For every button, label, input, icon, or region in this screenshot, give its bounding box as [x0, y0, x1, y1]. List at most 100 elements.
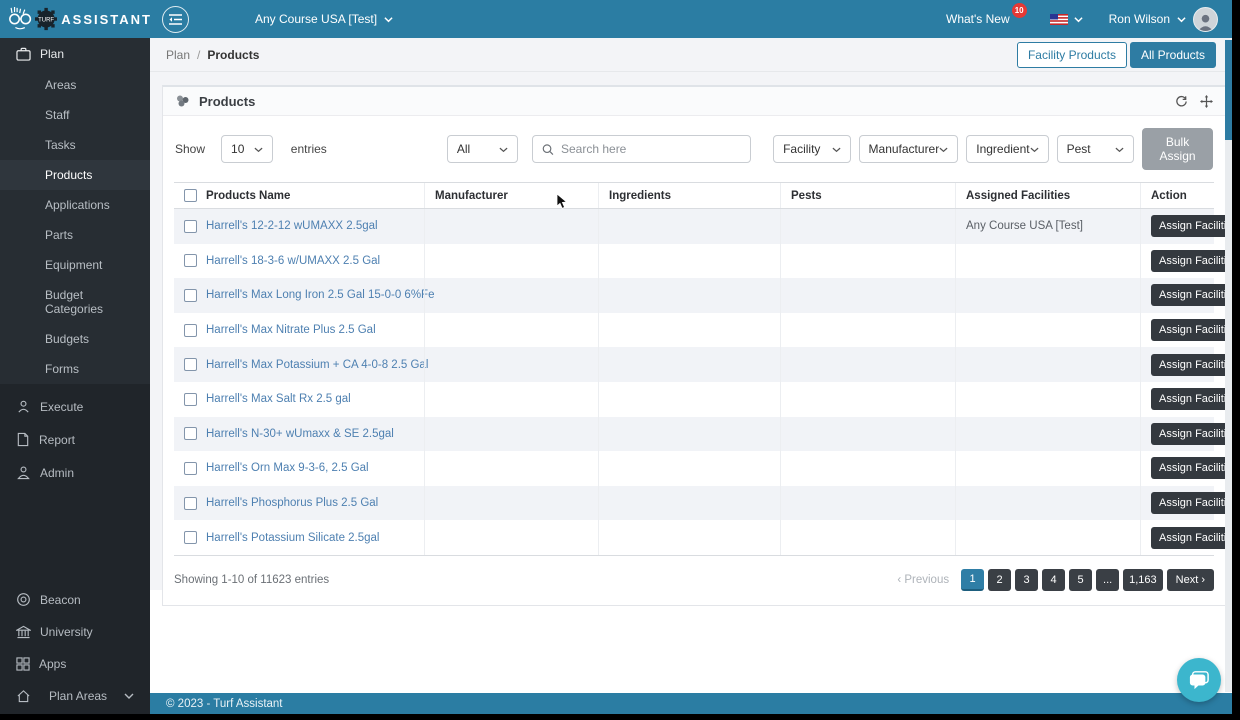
sidebar-item-execute[interactable]: Execute: [0, 390, 150, 423]
page-button[interactable]: 2: [988, 568, 1012, 591]
user-menu[interactable]: Ron Wilson: [1109, 6, 1218, 32]
pest-filter-select[interactable]: Pest: [1056, 135, 1135, 163]
product-link[interactable]: Harrell's 12-2-12 wUMAXX 2.5gal: [206, 220, 378, 233]
assign-facilities-button[interactable]: Assign Facilities: [1151, 457, 1232, 480]
sidebar-item-plan-areas[interactable]: Plan Areas: [0, 680, 150, 712]
sidebar-item-report[interactable]: Report: [0, 423, 150, 456]
chevron-down-icon: [124, 693, 134, 699]
assign-facilities-button[interactable]: Assign Facilities: [1151, 526, 1232, 549]
column-header[interactable]: Products Name: [206, 189, 291, 202]
facility-filter-select[interactable]: Facility: [773, 135, 851, 163]
sidebar-item-areas[interactable]: Areas: [45, 78, 77, 92]
row-checkbox[interactable]: [184, 323, 197, 337]
assigned-facilities-cell: [955, 485, 1140, 521]
row-checkbox[interactable]: [184, 219, 197, 233]
sidebar-item-university[interactable]: University: [0, 616, 150, 648]
page-button[interactable]: 5: [1069, 568, 1093, 591]
course-selector[interactable]: Any Course USA [Test]: [255, 12, 393, 26]
page-buttons: 1 2 3 4 5... 1,163: [961, 568, 1163, 591]
sidebar-item-products[interactable]: Products: [0, 160, 150, 190]
row-checkbox[interactable]: [184, 254, 197, 268]
sidebar-item-apps[interactable]: Apps: [0, 648, 150, 680]
product-link[interactable]: Harrell's Max Salt Rx 2.5 gal: [206, 393, 351, 406]
row-checkbox[interactable]: [184, 531, 197, 545]
all-products-button[interactable]: All Products: [1129, 41, 1216, 68]
ingredient-filter-select[interactable]: Ingredient: [966, 135, 1049, 163]
page-scrollbar[interactable]: [1225, 40, 1232, 692]
chat-widget-button[interactable]: [1177, 658, 1221, 702]
sidebar-item-forms[interactable]: Forms: [45, 362, 79, 376]
page-button[interactable]: 1,163: [1123, 568, 1163, 591]
sidebar-item-admin[interactable]: Admin: [0, 456, 150, 489]
sidebar-toggle-button[interactable]: [162, 5, 189, 33]
assign-facilities-button[interactable]: Assign Facilities: [1151, 215, 1232, 238]
sidebar-item-parts[interactable]: Parts: [45, 228, 74, 242]
assign-facilities-button[interactable]: Assign Facilities: [1151, 353, 1232, 376]
manufacturer-filter-select[interactable]: Manufacturer: [858, 135, 959, 163]
column-header[interactable]: Pests: [791, 189, 822, 202]
breadcrumb-parent[interactable]: Plan: [166, 47, 191, 62]
sidebar-item-budgets[interactable]: Budgets: [45, 332, 90, 346]
column-header[interactable]: Manufacturer: [435, 189, 508, 202]
whats-new-link[interactable]: What's New 10: [946, 3, 1027, 26]
search-input[interactable]: [560, 142, 742, 156]
bulk-assign-button[interactable]: Bulk Assign: [1142, 128, 1213, 170]
refresh-icon[interactable]: [1175, 95, 1188, 108]
assign-facilities-button[interactable]: Assign Facilities: [1151, 422, 1232, 445]
page-button[interactable]: ...: [1096, 568, 1120, 591]
chevron-down-icon: [384, 16, 393, 22]
select-all-checkbox[interactable]: [184, 189, 197, 202]
ingredients-cell: [598, 243, 780, 279]
ingredients-cell: [598, 209, 780, 244]
product-link[interactable]: Harrell's Max Potassium + CA 4-0-8 2.5 G…: [206, 358, 429, 371]
row-checkbox[interactable]: [184, 427, 197, 441]
next-page-button[interactable]: Next ›: [1166, 568, 1214, 591]
sidebar-item-beacon[interactable]: Beacon: [0, 583, 150, 616]
page-button[interactable]: 4: [1042, 568, 1066, 591]
assign-facilities-button[interactable]: Assign Facilities: [1151, 319, 1232, 342]
row-checkbox[interactable]: [184, 461, 197, 475]
whats-new-badge: 10: [1011, 3, 1027, 18]
assign-facilities-button[interactable]: Assign Facilities: [1151, 284, 1232, 307]
assign-facilities-button[interactable]: Assign Facilities: [1151, 388, 1232, 411]
assign-facilities-button[interactable]: Assign Facilities: [1151, 492, 1232, 515]
page-size-select[interactable]: 10: [221, 135, 273, 163]
column-header[interactable]: Ingredients: [609, 189, 671, 202]
assign-facilities-button[interactable]: Assign Facilities: [1151, 249, 1232, 272]
product-link[interactable]: Harrell's Max Long Iron 2.5 Gal 15-0-0 6…: [206, 289, 435, 302]
sidebar-item-plan[interactable]: Plan: [0, 38, 150, 70]
table-row: Harrell's Phosphorus Plus 2.5 Gal Assign …: [174, 485, 1232, 521]
pests-cell: [780, 347, 955, 382]
product-link[interactable]: Harrell's Max Nitrate Plus 2.5 Gal: [206, 324, 376, 337]
page-button[interactable]: 3: [1015, 568, 1039, 591]
previous-page-button[interactable]: ‹ Previous: [897, 573, 950, 586]
sidebar-item-tasks[interactable]: Tasks: [45, 138, 76, 152]
sidebar-section-plan: Plan Areas Staff Tasks Products Applications…: [0, 38, 150, 384]
row-checkbox[interactable]: [184, 288, 197, 302]
column-header[interactable]: Assigned Facilities: [966, 189, 1071, 202]
row-checkbox[interactable]: [184, 496, 197, 510]
product-link[interactable]: Harrell's Phosphorus Plus 2.5 Gal: [206, 497, 379, 510]
product-link[interactable]: Harrell's Potassium Silicate 2.5gal: [206, 531, 380, 544]
sidebar-item-budget-categories[interactable]: Budget Categories: [45, 288, 104, 316]
page-size-value: 10: [231, 142, 245, 156]
row-checkbox[interactable]: [184, 358, 197, 372]
facility-products-button[interactable]: Facility Products: [1016, 41, 1127, 68]
sidebar-item-equipment[interactable]: Equipment: [45, 258, 103, 272]
scrollbar-thumb[interactable]: [1225, 40, 1232, 140]
table-row: Harrell's Max Long Iron 2.5 Gal 15-0-0 6…: [174, 278, 1232, 313]
row-checkbox[interactable]: [184, 392, 197, 406]
sidebar-item-applications[interactable]: Applications: [45, 198, 110, 212]
product-link[interactable]: Harrell's 18-3-6 w/UMAXX 2.5 Gal: [206, 254, 381, 267]
course-selector-label: Any Course USA [Test]: [255, 12, 378, 26]
move-icon[interactable]: [1200, 94, 1213, 108]
product-link[interactable]: Harrell's N-30+ wUmaxx & SE 2.5gal: [206, 427, 394, 440]
language-selector[interactable]: [1049, 13, 1083, 25]
action-cell: Assign Facilities: [1140, 312, 1232, 348]
sidebar-item-staff[interactable]: Staff: [45, 108, 70, 122]
product-link[interactable]: Harrell's Orn Max 9-3-6, 2.5 Gal: [206, 462, 369, 475]
type-filter-select[interactable]: All: [446, 135, 519, 163]
page-button[interactable]: 1: [961, 568, 985, 591]
user-avatar[interactable]: [1193, 6, 1218, 32]
